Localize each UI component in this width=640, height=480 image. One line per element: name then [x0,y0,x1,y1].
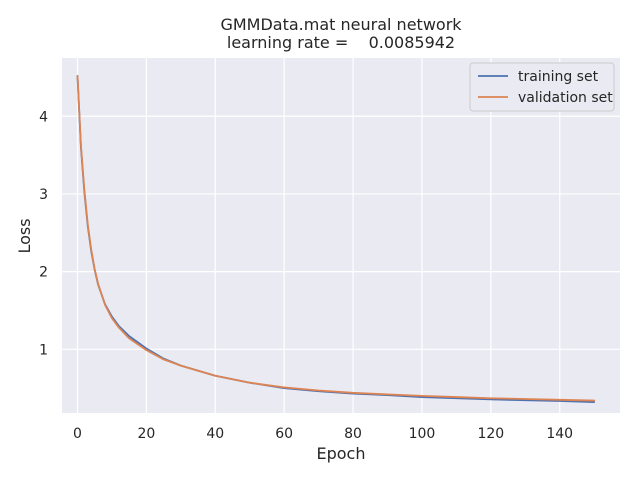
x-tick-label: 20 [137,426,155,442]
legend-label-validation: validation set [518,90,613,106]
y-tick-label: 2 [39,265,48,281]
x-tick-label: 100 [409,426,436,442]
chart-title: GMMData.mat neural network [220,15,462,34]
y-tick-label: 1 [39,342,48,358]
y-tick-label: 3 [39,187,48,203]
series-group [76,74,596,404]
grid [62,58,620,413]
y-axis-ticks: 1 2 3 4 [39,109,48,358]
x-tick-label: 0 [73,426,82,442]
x-tick-label: 80 [344,426,362,442]
x-tick-label: 40 [206,426,224,442]
y-tick-label: 4 [39,109,48,125]
x-axis-label: Epoch [317,444,366,463]
legend-box [469,62,615,112]
legend-label-training: training set [518,69,599,85]
y-axis-label: Loss [15,218,34,253]
x-tick-label: 60 [275,426,293,442]
legend: training set validation set [469,62,615,112]
x-axis-ticks: 0 20 40 60 80 100 120 140 [73,426,573,442]
x-tick-label: 140 [546,426,573,442]
chart-subtitle: learning rate = 0.0085942 [227,33,455,52]
x-tick-label: 120 [477,426,504,442]
series-line-validation [76,74,596,402]
